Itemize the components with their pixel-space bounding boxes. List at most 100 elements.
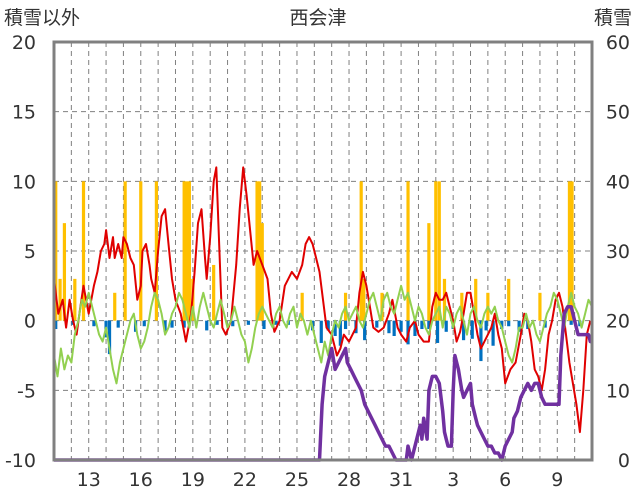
y-left-tick-label: 10	[12, 171, 36, 193]
precipitation-bar	[163, 320, 167, 332]
precipitation-bar	[484, 320, 488, 331]
precipitation-bar	[470, 320, 474, 339]
snowfall-bar	[212, 264, 216, 321]
snowfall-bar	[113, 292, 117, 321]
precipitation-bar	[274, 320, 278, 325]
precipitation-bar	[246, 320, 250, 325]
snowfall-bar	[182, 181, 186, 321]
precipitation-bar	[420, 320, 424, 330]
y-right-tick-label: 50	[606, 102, 630, 124]
precipitation-bar	[343, 320, 348, 330]
precipitation-bar	[375, 320, 379, 328]
y-left-tick-label: 5	[24, 241, 36, 263]
precipitation-bar	[262, 320, 266, 330]
y-right-tick-label: 0	[618, 450, 630, 472]
precipitation-bar	[435, 320, 440, 343]
precipitation-bar	[461, 320, 466, 341]
snowfall-bar	[442, 278, 447, 321]
x-tick-label: 22	[233, 469, 257, 491]
snowfall-bar	[406, 181, 410, 321]
snowfall-bar	[139, 181, 143, 321]
snowfall-bar	[260, 223, 264, 321]
y-left-tick-label: 0	[24, 311, 36, 333]
precipitation-bar	[142, 320, 146, 327]
precipitation-bar	[338, 320, 342, 346]
precipitation-bar	[116, 320, 120, 328]
snowfall-bar	[81, 181, 86, 321]
snowfall-bar	[58, 278, 62, 321]
grid-layer	[54, 42, 592, 460]
snowfall-bar	[460, 292, 464, 321]
snowfall-bar	[54, 181, 58, 321]
precipitation-bar	[92, 320, 96, 327]
x-tick-label: 9	[551, 469, 563, 491]
precipitation-bar	[205, 320, 209, 331]
precipitation-bar	[500, 320, 504, 330]
precipitation-bar	[231, 320, 235, 327]
snowfall-bar	[359, 181, 363, 321]
precipitation-bar	[333, 320, 337, 336]
temperature_change-line	[53, 284, 593, 385]
precipitation-bar	[569, 320, 573, 325]
precipitation-bar	[507, 320, 511, 327]
temperature-line	[53, 166, 592, 434]
x-tick-label: 19	[181, 469, 205, 491]
precipitation-bar	[182, 320, 186, 328]
precipitation-bar	[54, 320, 58, 330]
x-tick-label: 3	[447, 469, 459, 491]
x-tick-label: 6	[499, 469, 511, 491]
snowfall-bar	[538, 292, 542, 321]
y-left-axis-title: 積雪以外	[4, 7, 80, 29]
snow_depth-line	[54, 304, 593, 462]
precipitation-bar	[170, 320, 174, 328]
precipitation-bar	[363, 320, 367, 341]
snowfall-bar	[185, 181, 189, 321]
precipitation-bar	[444, 320, 448, 332]
y-right-tick-label: 40	[606, 171, 630, 193]
snowfall-bar	[434, 181, 438, 321]
precipitation-bar	[319, 320, 323, 343]
x-tick-label: 25	[285, 469, 309, 491]
snowfall-bar	[300, 292, 304, 321]
y-left-tick-label: 20	[12, 32, 36, 54]
snowfall-bar	[427, 223, 431, 321]
snowfall-bar	[362, 278, 366, 321]
precipitation-bar	[491, 320, 495, 346]
x-tick-label: 16	[129, 469, 153, 491]
y-right-tick-label: 20	[606, 311, 630, 333]
snowfall-bar	[474, 278, 478, 321]
precipitation-bar	[107, 320, 112, 355]
y-right-tick-label: 30	[606, 241, 630, 263]
snowfall-bar	[258, 181, 262, 321]
snowfall-bar	[123, 181, 127, 321]
y-left-tick-label: -10	[5, 450, 36, 472]
precipitation-bar	[479, 320, 483, 362]
precipitation-bar	[413, 320, 417, 336]
snowfall-bar	[507, 278, 511, 321]
y-right-tick-label: 60	[606, 32, 630, 54]
line-layer	[53, 166, 593, 462]
snowfall-bar	[154, 181, 158, 321]
snowfall-bar	[437, 181, 441, 321]
label-layer: 積雪以外 西会津 積雪 20151050-5-10605040302010013…	[4, 7, 632, 491]
snowfall-bar	[187, 181, 191, 321]
precipitation-bar	[517, 320, 521, 332]
y-right-tick-label: 10	[606, 380, 630, 402]
precipitation-bar	[387, 320, 391, 334]
x-tick-label: 13	[77, 469, 101, 491]
bar-layer	[54, 181, 582, 362]
y-left-tick-label: 15	[12, 102, 36, 124]
plot-frame	[52, 40, 594, 462]
x-tick-label: 28	[337, 469, 361, 491]
chart-title: 西会津	[289, 7, 346, 29]
precipitation-bar	[215, 320, 219, 325]
y-right-axis-title: 積雪	[594, 7, 632, 29]
precipitation-bar	[392, 320, 396, 336]
y-left-tick-label: -5	[17, 380, 36, 402]
x-tick-label: 31	[389, 469, 413, 491]
precipitation-bar	[399, 320, 403, 332]
precipitation-bar	[326, 320, 330, 331]
snowfall-bar	[62, 223, 67, 321]
snowfall-bar	[570, 181, 574, 321]
